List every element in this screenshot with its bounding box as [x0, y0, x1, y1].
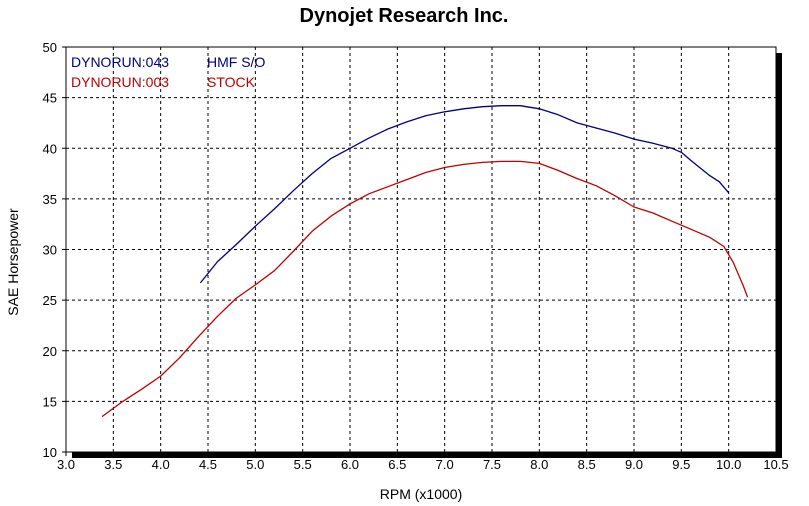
x-tick-label: 3.5 — [104, 457, 122, 472]
chart-title: Dynojet Research Inc. — [300, 5, 509, 27]
grid-lines — [62, 46, 777, 456]
y-tick-label: 10 — [43, 445, 57, 460]
legend-label-003: STOCK — [207, 74, 256, 90]
y-tick-label: 35 — [43, 192, 57, 207]
series-line-1 — [199, 105, 730, 284]
x-tick-label: 6.0 — [341, 457, 359, 472]
series-line-2 — [101, 160, 749, 418]
x-tick-label: 4.0 — [152, 457, 170, 472]
y-tick-label: 45 — [43, 91, 57, 106]
x-tick-label: 5.0 — [246, 457, 264, 472]
legend-run-043: DYNORUN:043 — [71, 54, 169, 70]
x-tick-label: 7.5 — [483, 457, 501, 472]
x-tick-label: 6.5 — [388, 457, 406, 472]
x-tick-label: 3.0 — [57, 457, 75, 472]
y-tick-label: 50 — [43, 40, 57, 55]
x-tick-label: 10.0 — [716, 457, 741, 472]
x-tick-label: 8.5 — [578, 457, 596, 472]
legend-run-003: DYNORUN:003 — [71, 74, 169, 90]
tick-labels: 3.0 3.5 4.0 4.5 5.0 5.5 6.0 6.5 7.0 7.5 8.0 8.5 9.0 9… — [43, 40, 789, 472]
y-axis-label: SAE Horsepower — [5, 208, 21, 316]
x-tick-label: 4.5 — [199, 457, 217, 472]
x-tick-label: 10.5 — [763, 457, 788, 472]
x-axis-label: RPM (x1000) — [380, 486, 462, 502]
y-tick-label: 20 — [43, 344, 57, 359]
y-tick-label: 30 — [43, 243, 57, 258]
x-tick-label: 5.5 — [294, 457, 312, 472]
y-tick-label: 25 — [43, 293, 57, 308]
legend: DYNORUN:043 HMF S/O DYNORUN:003 STOCK — [71, 54, 265, 90]
y-tick-label: 40 — [43, 141, 57, 156]
x-tick-label: 8.0 — [530, 457, 548, 472]
legend-label-043: HMF S/O — [207, 54, 265, 70]
x-tick-label: 9.0 — [625, 457, 643, 472]
x-tick-label: 9.5 — [672, 457, 690, 472]
y-tick-label: 15 — [43, 394, 57, 409]
x-tick-label: 7.0 — [436, 457, 454, 472]
series-lines — [101, 105, 749, 418]
